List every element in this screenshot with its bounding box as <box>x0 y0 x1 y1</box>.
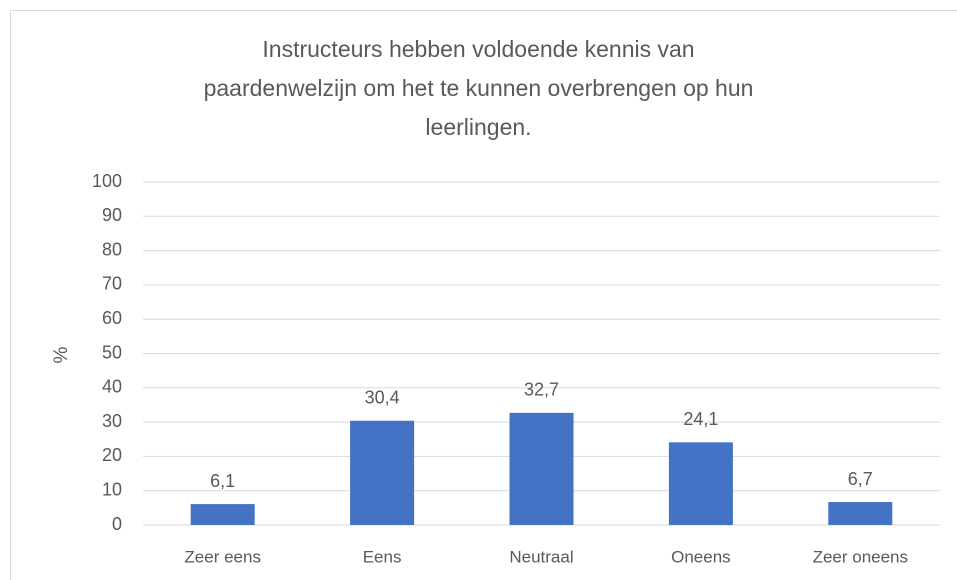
chart-title: Instructeurs hebben voldoende kennis van… <box>203 36 754 140</box>
bar <box>509 412 574 525</box>
data-label: 32,7 <box>524 380 559 400</box>
bar <box>668 442 733 525</box>
y-tick-label: 70 <box>102 274 122 294</box>
x-tick-label: Eens <box>363 547 402 566</box>
y-tick-label: 90 <box>102 205 122 225</box>
data-label: 6,7 <box>848 469 873 489</box>
bar <box>350 420 415 525</box>
chart-border <box>10 10 957 580</box>
y-axis-label: % <box>51 346 72 363</box>
x-tick-label: Zeer eens <box>184 547 261 566</box>
y-tick-label: 0 <box>112 514 122 534</box>
y-tick-label: 10 <box>102 479 122 499</box>
bar <box>828 502 893 525</box>
y-tick-label: 80 <box>102 239 122 259</box>
x-tick-label: Oneens <box>671 547 731 566</box>
data-label: 30,4 <box>365 387 400 407</box>
data-label: 24,1 <box>683 409 718 429</box>
x-tick-label: Neutraal <box>509 547 573 566</box>
y-tick-label: 40 <box>102 377 122 397</box>
y-tick-label: 20 <box>102 445 122 465</box>
y-tick-label: 30 <box>102 411 122 431</box>
y-tick-label: 60 <box>102 308 122 328</box>
bar <box>190 504 255 525</box>
y-tick-label: 50 <box>102 342 122 362</box>
x-tick-label: Zeer oneens <box>813 547 908 566</box>
y-tick-label: 100 <box>92 171 122 191</box>
data-label: 6,1 <box>210 471 235 491</box>
